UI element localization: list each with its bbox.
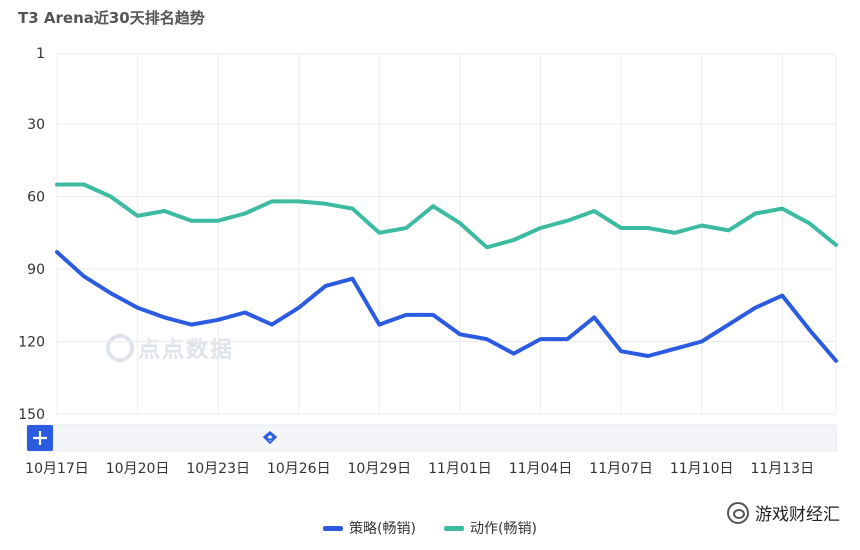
x-tick-label: 11月10日 <box>670 461 734 477</box>
legend-swatch <box>323 525 344 531</box>
plus-icon <box>33 431 47 445</box>
y-tick-label: 90 <box>27 262 45 278</box>
y-tick-label: 30 <box>27 117 45 133</box>
wechat-icon <box>727 501 749 524</box>
diamond-handle-icon[interactable] <box>262 430 278 445</box>
x-tick-label: 10月26日 <box>267 461 331 477</box>
x-tick-label: 10月20日 <box>106 461 170 477</box>
y-axis: 1 30 60 90 120 150 <box>18 46 45 423</box>
legend-label: 策略(畅销) <box>349 521 416 537</box>
x-tick-label: 11月04日 <box>509 461 573 477</box>
y-tick-label: 120 <box>18 335 45 351</box>
x-tick-label: 11月13日 <box>750 461 814 477</box>
x-tick-label: 10月29日 <box>348 461 412 477</box>
watermark-logo-icon <box>106 334 134 362</box>
y-tick-label: 1 <box>36 46 45 62</box>
legend-item[interactable]: 动作(畅销) <box>444 518 537 538</box>
legend: 策略(畅销) 动作(畅销) <box>0 518 860 538</box>
brand-text: 游戏财经汇 <box>755 505 840 525</box>
slider-track[interactable] <box>26 424 837 452</box>
legend-item[interactable]: 策略(畅销) <box>323 518 416 538</box>
x-tick-label: 11月01日 <box>428 461 492 477</box>
x-tick-label: 10月23日 <box>186 461 250 477</box>
data-zoom-slider[interactable] <box>26 424 837 452</box>
x-tick-label: 10月17日 <box>25 461 89 477</box>
series-line[interactable] <box>55 250 838 363</box>
y-tick-label: 150 <box>18 407 45 423</box>
x-tick-label: 11月07日 <box>589 461 653 477</box>
brand-mark: 游戏财经汇 <box>727 500 840 525</box>
legend-swatch <box>444 525 464 531</box>
series-layer <box>55 182 838 363</box>
x-axis: 10月17日 10月20日 10月23日 10月26日 10月29日 11月01日 11月0… <box>25 461 814 477</box>
chart-title: T3 Arena近30天排名趋势 <box>18 9 205 27</box>
y-tick-label: 60 <box>27 190 45 206</box>
legend-label: 动作(畅销) <box>470 521 537 537</box>
series-line[interactable] <box>55 182 838 250</box>
watermark: 点点数据 <box>106 332 234 364</box>
grid <box>56 53 837 415</box>
watermark-text: 点点数据 <box>138 338 235 363</box>
